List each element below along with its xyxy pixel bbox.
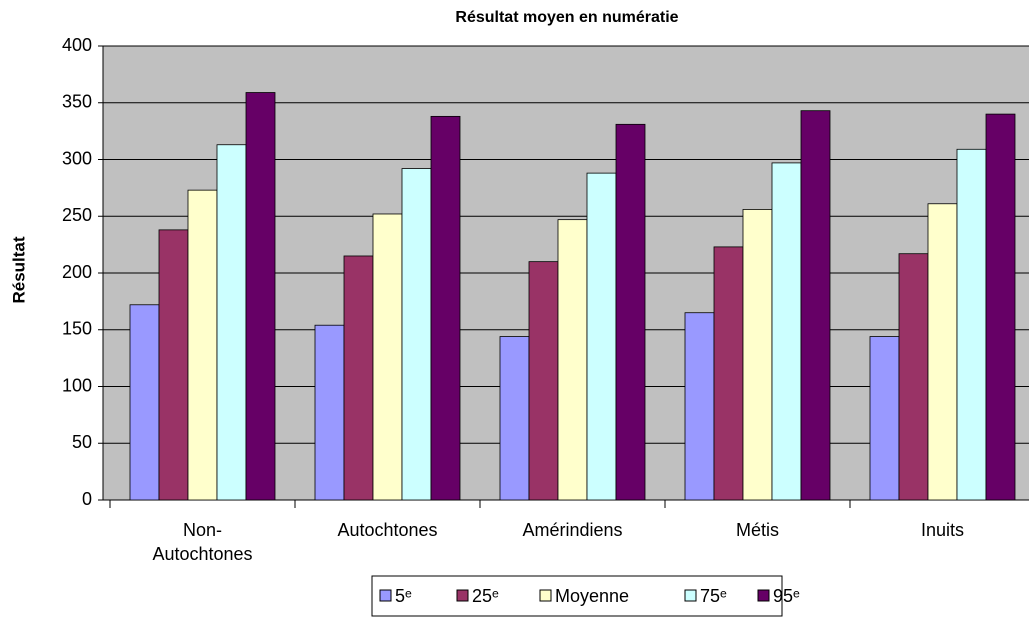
legend-swatch bbox=[456, 589, 469, 602]
bar bbox=[372, 213, 403, 501]
bar bbox=[586, 172, 617, 501]
x-tick-label: Métis bbox=[735, 520, 779, 540]
bar bbox=[499, 336, 530, 501]
bar bbox=[430, 115, 461, 501]
y-tick-label: 0 bbox=[82, 489, 92, 509]
x-tick-label: Non-Autochtones bbox=[152, 520, 253, 564]
bar bbox=[742, 209, 773, 501]
legend bbox=[371, 575, 783, 617]
bar bbox=[869, 336, 900, 501]
bar bbox=[956, 148, 987, 501]
y-tick-label: 200 bbox=[62, 262, 92, 282]
bar bbox=[314, 324, 345, 501]
bar bbox=[528, 261, 559, 501]
y-tick-label: 250 bbox=[62, 205, 92, 225]
bar bbox=[927, 203, 958, 501]
bar bbox=[771, 162, 802, 501]
x-tick-label: Autochtones bbox=[337, 520, 438, 540]
y-tick-label: 150 bbox=[62, 319, 92, 339]
bar bbox=[898, 253, 929, 501]
bar bbox=[129, 304, 160, 501]
legend-swatch bbox=[539, 589, 552, 602]
legend-label: Moyenne bbox=[555, 586, 629, 606]
bar bbox=[158, 229, 189, 501]
y-tick-label: 350 bbox=[62, 92, 92, 112]
legend-label: 95ᵉ bbox=[773, 586, 800, 606]
bar bbox=[557, 219, 588, 501]
y-tick-label: 50 bbox=[72, 432, 92, 452]
x-tick-label: Inuits bbox=[920, 520, 965, 540]
bar bbox=[985, 113, 1016, 501]
bar bbox=[216, 144, 247, 501]
bar bbox=[800, 110, 831, 501]
y-tick-label: 400 bbox=[62, 35, 92, 55]
legend-swatch bbox=[757, 589, 770, 602]
bar bbox=[713, 246, 744, 501]
y-axis-label: Résultat bbox=[9, 236, 28, 303]
legend-swatch bbox=[684, 589, 697, 602]
x-tick-label: Amérindiens bbox=[522, 520, 623, 540]
legend-swatch bbox=[379, 589, 392, 602]
y-tick-label: 300 bbox=[62, 148, 92, 168]
bar bbox=[684, 312, 715, 501]
chart-title: Résultat moyen en numératie bbox=[455, 9, 678, 26]
legend-label: 5ᵉ bbox=[395, 586, 412, 606]
bar bbox=[245, 92, 276, 501]
bar bbox=[343, 255, 374, 501]
legend-label: 75ᵉ bbox=[700, 586, 727, 606]
bar bbox=[615, 123, 646, 501]
bar bbox=[401, 168, 432, 501]
bar bbox=[187, 189, 218, 501]
legend-label: 25ᵉ bbox=[472, 586, 499, 606]
y-tick-label: 100 bbox=[62, 375, 92, 395]
